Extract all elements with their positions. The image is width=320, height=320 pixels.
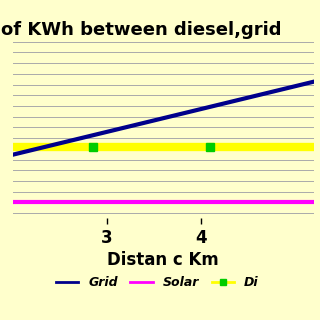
Text: of KWh between diesel,grid: of KWh between diesel,grid bbox=[1, 21, 281, 39]
X-axis label: Distan c Km: Distan c Km bbox=[107, 251, 219, 269]
Legend: Grid, Solar, Di: Grid, Solar, Di bbox=[51, 271, 264, 294]
